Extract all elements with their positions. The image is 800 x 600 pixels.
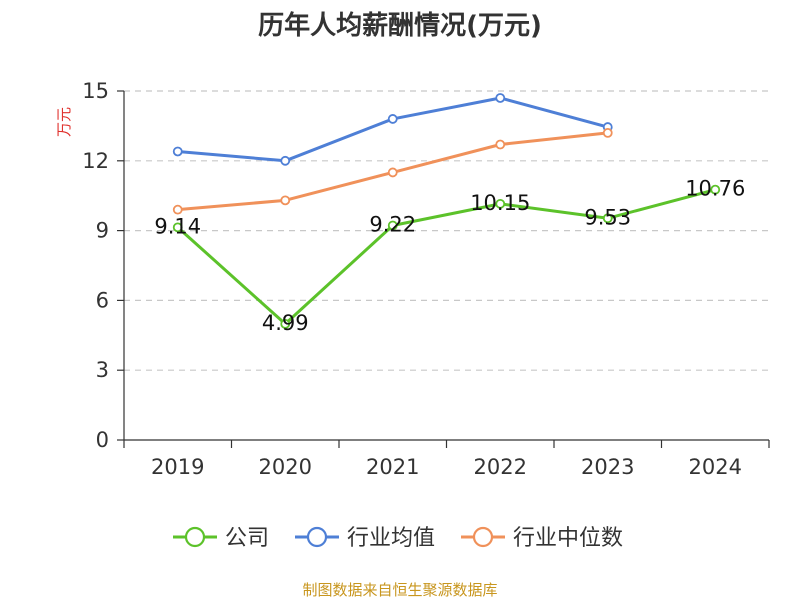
legend[interactable]: 公司 行业均值 行业中位数 [173,526,623,551]
data-point [280,318,291,329]
legend-item[interactable]: 公司 [173,526,269,551]
legend-label: 行业均值 [347,526,435,551]
y-tick-label: 3 [96,358,109,382]
data-point [495,139,506,150]
x-tick-label: 2023 [581,455,634,479]
legend-item[interactable]: 行业中位数 [461,526,623,551]
data-labels: 9.14 4.99 9.22 10.15 9.53 10.76 [154,177,745,335]
y-tick-label: 15 [82,79,109,103]
legend-marker [184,526,206,548]
data-point [495,198,506,209]
data-point [387,114,398,124]
series-1 [172,93,613,166]
legend-label: 行业中位数 [513,526,623,551]
x-tick-label: 2019 [151,455,204,479]
series-line [177,96,609,163]
data-point [710,184,721,195]
data-label: 10.76 [685,177,745,201]
data-label: 9.14 [154,214,201,238]
y-tick-label: 0 [96,428,109,452]
y-axis-unit: 万元 [55,107,73,137]
data-label: 4.99 [262,311,309,335]
y-tick-label: 12 [82,149,109,173]
x-tick-label: 2021 [366,455,419,479]
axes: 0 3 6 9 12 15 2019 2020 2021 2022 2023 2024 [82,79,770,479]
data-point [602,213,613,224]
x-tick-label: 2020 [259,455,312,479]
data-label: 9.22 [369,212,416,236]
data-point [602,127,613,138]
x-tick-label: 2022 [474,455,527,479]
series-0 [172,184,721,329]
legend-label: 公司 [225,526,269,551]
source-note: 制图数据来自恒生聚源数据库 [302,581,497,599]
data-point [172,204,183,215]
y-tick-label: 6 [96,288,109,312]
data-point [280,155,291,166]
series-lines [172,93,721,329]
series-2 [172,127,613,215]
legend-item[interactable]: 行业均值 [295,526,435,551]
y-tick-label: 9 [96,219,109,243]
data-point [495,93,506,103]
x-tick-label: 2024 [689,455,742,479]
legend-marker [472,526,494,548]
data-point [387,220,398,231]
data-label: 9.53 [584,205,631,229]
series-line [176,188,716,326]
chart-title: 历年人均薪酬情况(万元) [258,10,542,41]
data-point [387,167,398,178]
legend-marker [306,526,328,548]
data-point [172,222,183,233]
data-point [172,146,183,157]
data-label: 10.15 [470,191,530,215]
grid [124,90,769,371]
data-point [280,195,291,206]
